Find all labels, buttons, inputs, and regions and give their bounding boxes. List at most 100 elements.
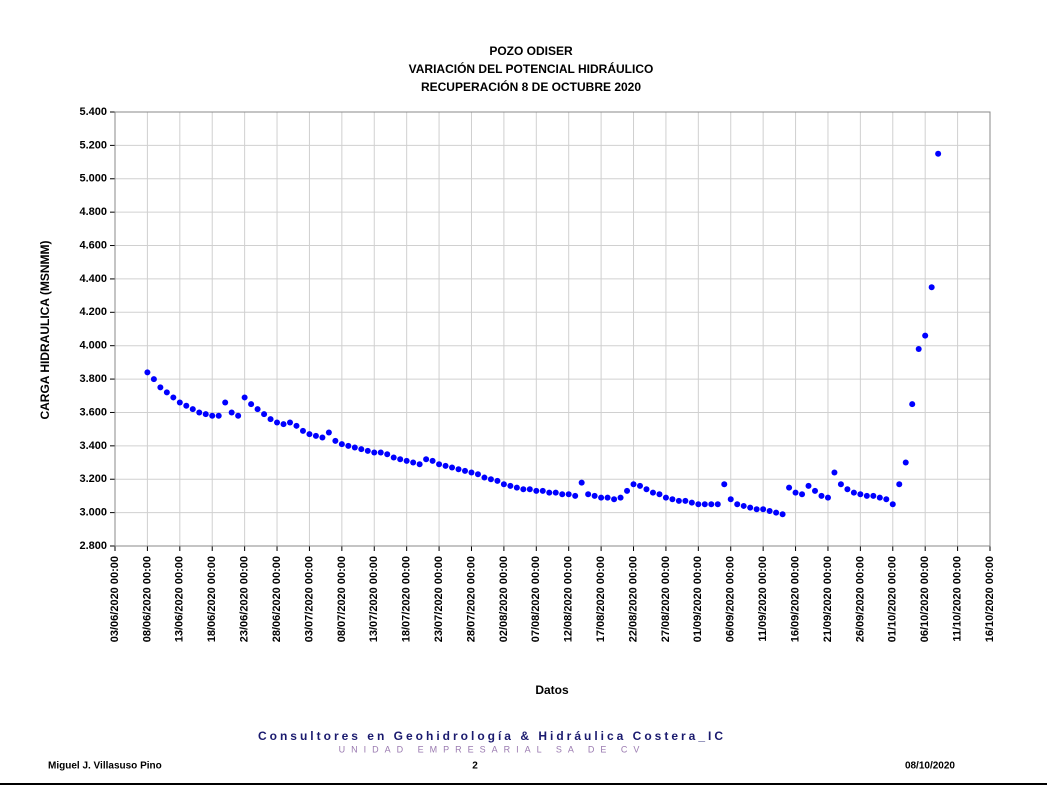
data-point xyxy=(241,394,248,401)
x-tick-label: 16/10/2020 00:00 xyxy=(984,556,996,642)
x-tick-label: 21/09/2020 00:00 xyxy=(822,556,834,642)
y-tick-label: 5.400 xyxy=(79,106,107,118)
y-tick-label: 3.600 xyxy=(79,406,107,418)
data-point xyxy=(805,482,812,489)
data-point xyxy=(319,434,326,441)
y-tick-label: 4.400 xyxy=(79,273,107,285)
x-tick-label: 28/07/2020 00:00 xyxy=(465,556,477,642)
data-point xyxy=(384,451,391,458)
data-point xyxy=(915,346,922,353)
data-point xyxy=(682,497,689,504)
data-point xyxy=(883,496,890,503)
data-point xyxy=(773,509,780,516)
data-point xyxy=(734,501,741,508)
data-point xyxy=(248,401,255,408)
x-tick-label: 08/07/2020 00:00 xyxy=(336,556,348,642)
y-tick-label: 5.000 xyxy=(79,173,107,185)
data-point xyxy=(870,492,877,499)
plot-frame xyxy=(114,111,991,547)
data-point xyxy=(299,427,306,434)
x-tick-label: 11/10/2020 00:00 xyxy=(951,556,963,642)
data-point xyxy=(876,494,883,501)
y-tick-label: 3.000 xyxy=(79,507,107,519)
data-point xyxy=(850,489,857,496)
y-axis-label: CARGA HIDRAULICA (MSNMM) xyxy=(38,240,52,419)
data-point xyxy=(144,369,151,376)
data-point xyxy=(695,501,702,508)
data-point xyxy=(857,491,864,498)
data-point xyxy=(909,401,916,408)
x-axis-label: Datos xyxy=(535,683,569,697)
data-point xyxy=(675,497,682,504)
data-point xyxy=(747,504,754,511)
chart-title: POZO ODISER xyxy=(489,44,573,58)
data-point xyxy=(598,494,605,501)
data-point xyxy=(235,412,242,419)
data-point xyxy=(624,487,631,494)
data-point xyxy=(863,492,870,499)
data-point xyxy=(500,481,507,488)
data-point xyxy=(487,476,494,483)
y-tick-label: 5.200 xyxy=(79,139,107,151)
data-point xyxy=(442,462,449,469)
x-tick-label: 06/09/2020 00:00 xyxy=(725,556,737,642)
data-point xyxy=(507,482,514,489)
data-point xyxy=(643,486,650,493)
data-point xyxy=(215,412,222,419)
data-point xyxy=(656,491,663,498)
data-point xyxy=(721,481,728,488)
x-tick-label: 11/09/2020 00:00 xyxy=(757,556,769,642)
y-tick-label: 3.400 xyxy=(79,440,107,452)
data-point xyxy=(637,482,643,489)
data-point xyxy=(228,409,235,416)
data-point xyxy=(364,447,371,454)
data-point xyxy=(753,506,760,513)
data-point xyxy=(397,456,404,463)
footer-author: Miguel J. Villasuso Pino xyxy=(48,761,162,772)
footer-company-sub: UNIDAD EMPRESARIAL SA DE CV xyxy=(339,744,646,754)
data-point xyxy=(202,411,209,418)
data-point xyxy=(578,479,585,486)
x-tick-label: 26/09/2020 00:00 xyxy=(854,556,866,642)
data-point xyxy=(267,416,274,423)
x-tick-label: 23/06/2020 00:00 xyxy=(239,556,251,642)
data-point xyxy=(649,489,656,496)
data-point xyxy=(740,502,747,509)
data-point xyxy=(617,494,624,501)
data-point xyxy=(701,501,708,508)
x-tick-label: 08/06/2020 00:00 xyxy=(141,556,153,642)
data-point xyxy=(585,491,592,498)
data-point xyxy=(325,429,332,436)
data-point xyxy=(513,484,520,491)
data-point xyxy=(896,481,903,488)
data-point xyxy=(604,494,611,501)
y-tick-label: 4.200 xyxy=(79,306,107,318)
data-point xyxy=(630,481,637,488)
data-point xyxy=(170,394,177,401)
data-point xyxy=(196,409,203,416)
x-tick-label: 02/08/2020 00:00 xyxy=(498,556,510,642)
data-point xyxy=(494,477,501,484)
x-tick-label: 01/10/2020 00:00 xyxy=(887,556,899,642)
data-point xyxy=(669,496,676,503)
data-point xyxy=(157,384,164,391)
data-point xyxy=(572,492,579,499)
data-point xyxy=(222,399,229,406)
data-point xyxy=(824,494,831,501)
data-point xyxy=(449,464,456,471)
data-point xyxy=(462,467,468,474)
x-tick-label: 16/09/2020 00:00 xyxy=(789,556,801,642)
data-point xyxy=(779,511,786,518)
x-tick-label: 18/07/2020 00:00 xyxy=(401,556,413,642)
data-point xyxy=(533,487,540,494)
data-point xyxy=(423,456,430,463)
x-tick-label: 13/07/2020 00:00 xyxy=(368,556,380,642)
x-tick-label: 23/07/2020 00:00 xyxy=(433,556,445,642)
x-tick-label: 27/08/2020 00:00 xyxy=(660,556,672,642)
x-tick-label: 07/08/2020 00:00 xyxy=(530,556,542,642)
x-tick-label: 03/07/2020 00:00 xyxy=(303,556,315,642)
data-point xyxy=(377,449,384,456)
data-point xyxy=(481,474,488,481)
data-point xyxy=(539,487,546,494)
y-tick-label: 4.600 xyxy=(79,239,107,251)
